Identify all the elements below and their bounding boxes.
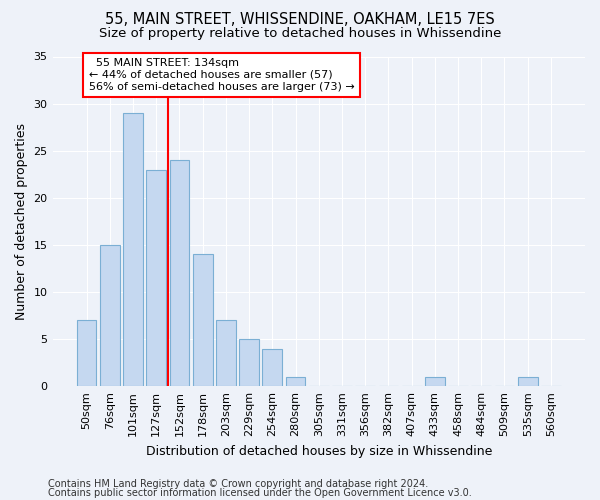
X-axis label: Distribution of detached houses by size in Whissendine: Distribution of detached houses by size … (146, 444, 492, 458)
Bar (262, 348, 282, 386)
Y-axis label: Number of detached properties: Number of detached properties (15, 123, 28, 320)
Bar (77, 320, 97, 386)
Text: Size of property relative to detached houses in Whissendine: Size of property relative to detached ho… (99, 28, 501, 40)
Bar (216, 320, 236, 386)
Text: 55, MAIN STREET, WHISSENDINE, OAKHAM, LE15 7ES: 55, MAIN STREET, WHISSENDINE, OAKHAM, LE… (105, 12, 495, 28)
Bar (193, 254, 212, 386)
Text: 55 MAIN STREET: 134sqm
← 44% of detached houses are smaller (57)
56% of semi-det: 55 MAIN STREET: 134sqm ← 44% of detached… (89, 58, 355, 92)
Text: Contains HM Land Registry data © Crown copyright and database right 2024.: Contains HM Land Registry data © Crown c… (48, 479, 428, 489)
Text: Contains public sector information licensed under the Open Government Licence v3: Contains public sector information licen… (48, 488, 472, 498)
Bar (100, 245, 119, 386)
Bar (286, 377, 305, 386)
Bar (239, 339, 259, 386)
Bar (425, 377, 445, 386)
Bar (518, 377, 538, 386)
Bar (146, 170, 166, 386)
Bar (170, 160, 190, 386)
Bar (123, 113, 143, 386)
